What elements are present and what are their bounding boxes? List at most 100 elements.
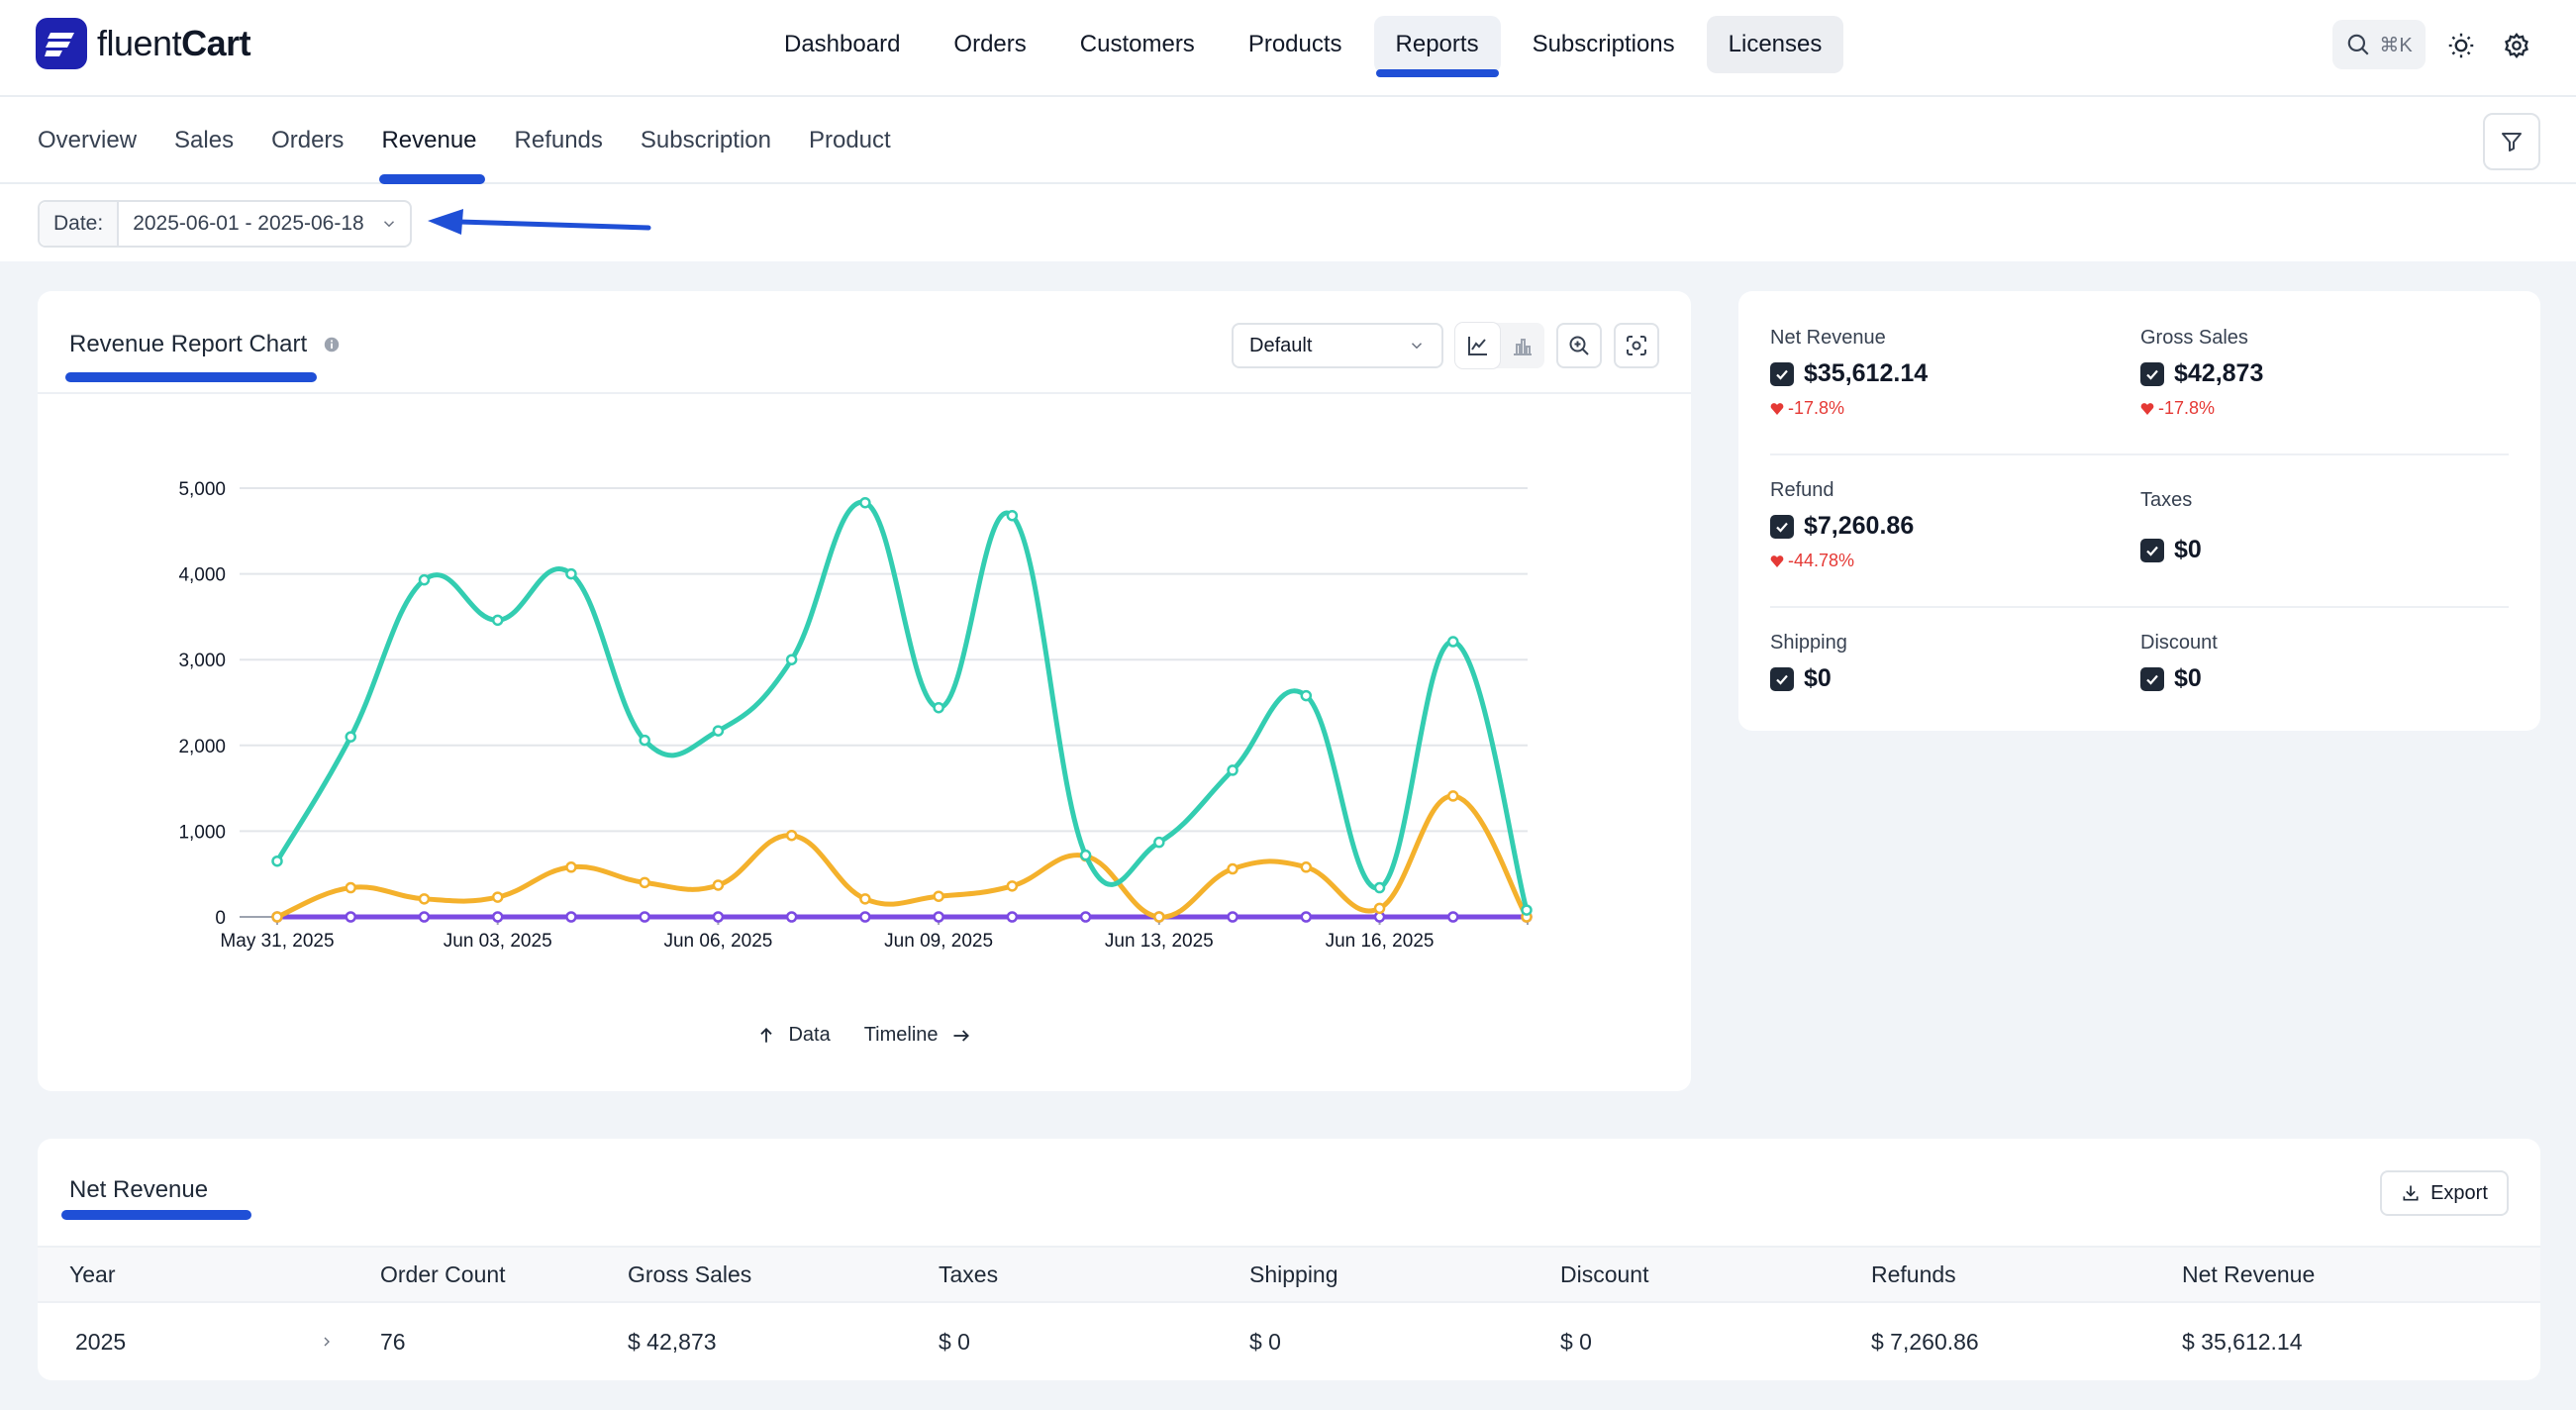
data-point [1006, 880, 1019, 892]
discount-checkbox[interactable] [2140, 666, 2164, 691]
data-point [1373, 881, 1386, 894]
data-point [1227, 862, 1238, 875]
filter-button[interactable] [2483, 113, 2540, 170]
tab-overview[interactable]: Overview [38, 127, 138, 153]
data-point [1079, 911, 1092, 923]
data-sort-toggle[interactable]: Data [756, 1024, 831, 1047]
stat-label: Refund [1770, 479, 1834, 501]
net-revenue-checkbox[interactable] [1770, 361, 1794, 386]
zoom-button[interactable] [1556, 323, 1602, 368]
nav-products[interactable]: Products [1247, 31, 1342, 57]
column-header-order-count[interactable]: Order Count [380, 1260, 506, 1287]
nav-customers[interactable]: Customers [1079, 31, 1195, 57]
stat-label: Shipping [1770, 632, 1847, 654]
data-point [1300, 911, 1313, 923]
data-point [1006, 509, 1019, 522]
refund-checkbox[interactable] [1770, 514, 1794, 539]
data-point [1300, 861, 1313, 873]
data-point [1447, 636, 1459, 648]
stat-label: Discount [2140, 632, 2218, 654]
stat-value: $0 [1770, 664, 2107, 693]
export-button[interactable]: Export [2380, 1170, 2509, 1216]
line-chart-button[interactable] [1455, 323, 1500, 368]
cell-gross-sales: $ 42,873 [628, 1328, 717, 1355]
stat-label: Gross Sales [2140, 327, 2248, 349]
cell-discount: $ 0 [1560, 1328, 1592, 1355]
cell-taxes: $ 0 [939, 1328, 970, 1355]
stat-gross-sales: Gross Sales $42,873 -17.8% [2140, 327, 2477, 419]
stat-value: $0 [2140, 664, 2477, 693]
chart-footer: Data Timeline [38, 1024, 1691, 1047]
chevron-right-icon [324, 1337, 330, 1347]
y-tick-label: 4,000 [178, 565, 226, 586]
data-point [1227, 911, 1238, 923]
shipping-checkbox[interactable] [1770, 666, 1794, 691]
data-point [565, 861, 577, 873]
data-point [345, 911, 356, 923]
gross-sales-checkbox[interactable] [2140, 361, 2164, 386]
timeline-toggle[interactable]: Timeline [864, 1024, 972, 1047]
expand-row-button[interactable] [319, 1303, 335, 1380]
date-label: Date: [40, 202, 120, 246]
stat-label: Taxes [2140, 489, 2193, 511]
settings-button[interactable] [2499, 28, 2534, 63]
revenue-chart-card: Revenue Report Chart Default 0 1,000 2,000… [38, 291, 1691, 1091]
column-header-taxes[interactable]: Taxes [939, 1260, 999, 1287]
search-button[interactable]: ⌘K [2332, 20, 2426, 69]
tab-refunds[interactable]: Refunds [514, 127, 603, 153]
table-row[interactable]: 2025 76 $ 42,873 $ 0 $ 0 $ 0 $ 7,260.86 … [38, 1303, 2540, 1380]
data-point [639, 911, 650, 923]
x-tick-label: Jun 06, 2025 [663, 931, 772, 952]
table-header-row: Year Order Count Gross Sales Taxes Shipp… [38, 1246, 2540, 1303]
data-point [345, 731, 356, 743]
tab-subscription[interactable]: Subscription [640, 127, 771, 153]
data-point [565, 567, 577, 580]
y-tick-label: 2,000 [178, 737, 226, 757]
nav-dashboard[interactable]: Dashboard [784, 31, 901, 57]
column-header-shipping[interactable]: Shipping [1249, 1260, 1338, 1287]
nav-subscriptions[interactable]: Subscriptions [1532, 31, 1675, 57]
data-point [1373, 902, 1386, 915]
tab-sales[interactable]: Sales [174, 127, 235, 153]
date-range-picker[interactable]: Date: 2025-06-01 - 2025-06-18 [38, 200, 412, 248]
bar-chart-button[interactable] [1500, 323, 1544, 368]
data-point [491, 911, 504, 923]
nav-orders[interactable]: Orders [953, 31, 1027, 57]
theme-toggle-button[interactable] [2443, 28, 2479, 63]
chart-title: Revenue Report Chart [69, 331, 341, 358]
y-tick-label: 1,000 [178, 822, 226, 843]
chevron-down-icon [383, 221, 394, 228]
stat-discount: Discount $0 [2140, 632, 2477, 693]
info-icon[interactable] [323, 336, 341, 353]
stat-label: Net Revenue [1770, 327, 1886, 349]
chart-view-select[interactable]: Default [1232, 323, 1443, 368]
data-point [1447, 790, 1459, 802]
taxes-checkbox[interactable] [2140, 538, 2164, 562]
stat-net-revenue: Net Revenue $35,612.14 -17.8% [1770, 327, 2107, 419]
chart-axes: 0 1,000 2,000 3,000 4,000 5,000 May 31, 2025 Ju… [178, 479, 1529, 952]
stat-change: -17.8% [1770, 398, 2107, 419]
cell-order-count: 76 [380, 1328, 406, 1355]
sun-icon [2448, 33, 2474, 58]
nav-reports[interactable]: Reports [1373, 16, 1501, 77]
column-header-gross-sales[interactable]: Gross Sales [628, 1260, 752, 1287]
tab-product[interactable]: Product [808, 127, 891, 153]
column-header-refunds[interactable]: Refunds [1871, 1260, 1956, 1287]
data-point [1079, 849, 1092, 861]
screenshot-button[interactable] [1614, 323, 1659, 368]
x-tick-label: Jun 16, 2025 [1326, 931, 1435, 952]
nav-licenses[interactable]: Licenses [1706, 16, 1844, 73]
chart-series [271, 496, 1533, 923]
column-header-discount[interactable]: Discount [1560, 1260, 1649, 1287]
column-header-net-revenue[interactable]: Net Revenue [2182, 1260, 2316, 1287]
main-nav: Dashboard Orders Customers Products Repo… [762, 16, 1844, 77]
column-header-year[interactable]: Year [69, 1260, 116, 1287]
gear-icon [2505, 33, 2528, 58]
app-logo[interactable]: fluentCart [36, 18, 251, 69]
tab-orders[interactable]: Orders [271, 127, 345, 153]
tab-revenue[interactable]: Revenue [379, 97, 485, 184]
data-point [565, 911, 577, 923]
stat-change: -44.78% [1770, 551, 2107, 571]
stats-divider [1770, 453, 2509, 455]
stat-shipping: Shipping $0 [1770, 632, 2107, 693]
